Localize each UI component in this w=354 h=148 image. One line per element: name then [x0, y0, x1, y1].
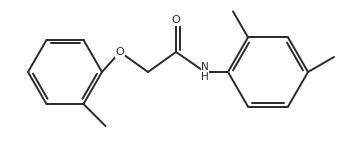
Text: O: O — [116, 47, 124, 57]
Text: O: O — [172, 15, 181, 25]
Text: N
H: N H — [201, 62, 209, 82]
